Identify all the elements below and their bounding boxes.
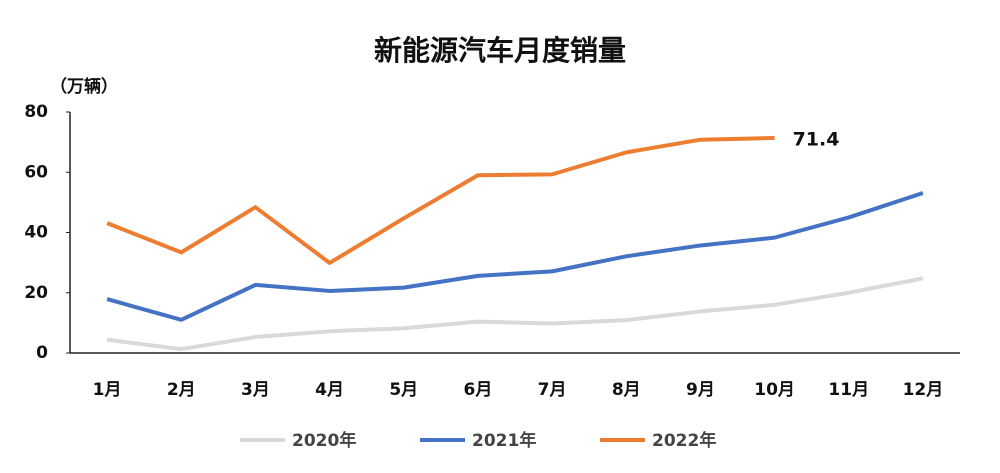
y-tick-label: 20	[24, 283, 48, 303]
series-line	[106, 276, 924, 352]
series-line	[106, 191, 924, 322]
y-tick-label: 40	[24, 223, 48, 243]
x-tick-label: 7月	[538, 380, 567, 400]
y-tick-label: 60	[24, 162, 48, 182]
x-tick-label: 10月	[754, 380, 795, 400]
y-tick-label: 80	[24, 102, 48, 122]
x-tick-label: 9月	[686, 380, 715, 400]
x-tick-label: 12月	[903, 380, 944, 400]
chart-title: 新能源汽车月度销量	[374, 34, 626, 67]
x-tick-label: 3月	[241, 380, 270, 400]
legend-label: 2022年	[652, 430, 716, 451]
y-axis-label: （万辆）	[50, 76, 118, 97]
x-tick-label: 4月	[315, 380, 344, 400]
x-tick-label: 8月	[612, 380, 641, 400]
series-line	[106, 135, 775, 265]
x-tick-label: 2月	[167, 380, 196, 400]
data-label: 71.4	[793, 128, 840, 150]
x-tick-label: 6月	[463, 380, 492, 400]
y-tick-label: 0	[36, 343, 48, 363]
legend-label: 2020年	[292, 430, 356, 451]
legend-label: 2021年	[472, 430, 536, 451]
x-tick-label: 1月	[93, 380, 122, 400]
x-tick-label: 11月	[828, 380, 869, 400]
x-tick-label: 5月	[389, 380, 418, 400]
